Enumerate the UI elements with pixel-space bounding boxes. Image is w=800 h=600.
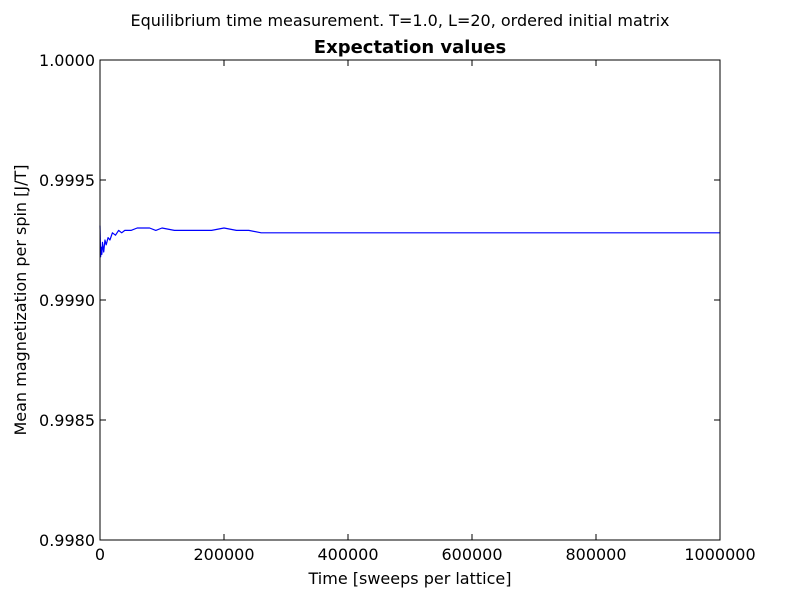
x-tick-label: 800000 [565,545,626,564]
y-tick-label: 0.9995 [39,171,95,190]
series-line-0 [99,225,720,258]
figure-suptitle: Equilibrium time measurement. T=1.0, L=2… [130,11,669,30]
axes-frame [99,59,721,541]
x-tick-label: 400000 [317,545,378,564]
y-tick-label: 0.9980 [39,531,95,550]
x-tick-label: 200000 [193,545,254,564]
y-tick-label: 0.9985 [39,411,95,430]
plot-area [99,225,720,258]
chart-title: Expectation values [314,37,506,58]
y-tick-label: 1.0000 [39,51,95,70]
x-tick-label: 600000 [441,545,502,564]
y-tick-label: 0.9990 [39,291,95,310]
axis-ticks: 0 200000 400000 600000 800000 1000000 0.9980 0.… [39,51,756,564]
x-axis-label: Time [sweeps per lattice] [308,569,512,588]
x-tick-label: 0 [95,545,105,564]
y-axis-label: Mean magnetization per spin [J/T] [11,164,30,435]
x-tick-label: 1000000 [684,545,755,564]
